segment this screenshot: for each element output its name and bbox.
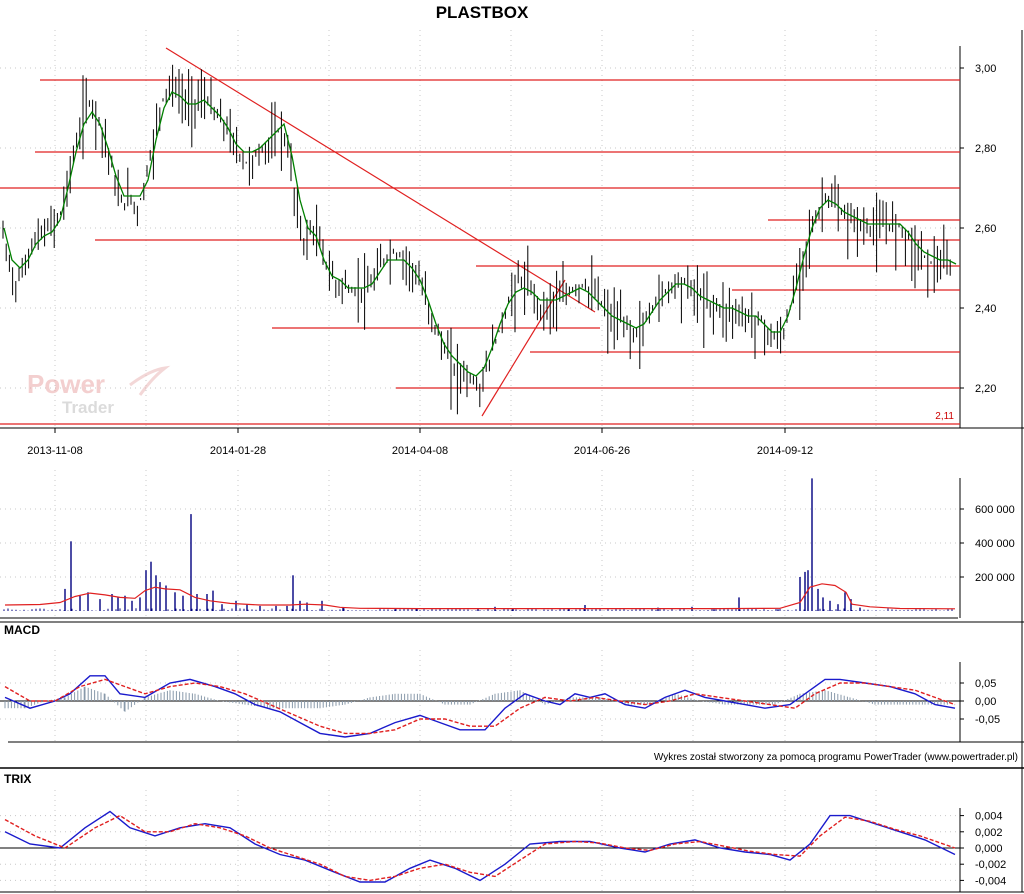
trix-panel-title: TRIX bbox=[4, 772, 31, 786]
credit-text: Wykres został stworzony za pomocą progra… bbox=[654, 752, 1018, 763]
trix-y-tick-label: -0,004 bbox=[975, 875, 1006, 887]
watermark-power: Power bbox=[27, 369, 105, 399]
x-tick-label: 2014-06-26 bbox=[574, 445, 630, 457]
price-y-tick-label: 2,80 bbox=[975, 143, 996, 155]
watermark-swoosh-icon bbox=[129, 365, 171, 396]
volume-y-tick-label: 600 000 bbox=[975, 504, 1015, 516]
macd-y-tick-label: -0,05 bbox=[975, 714, 1000, 726]
x-tick-label: 2014-09-12 bbox=[757, 445, 813, 457]
price-low-label: 2,11 bbox=[935, 411, 954, 422]
trend-line bbox=[481, 279, 566, 417]
macd-y-tick-label: 0,00 bbox=[975, 696, 996, 708]
trix-y-tick-label: -0,002 bbox=[975, 859, 1006, 871]
volume-y-tick-label: 400 000 bbox=[975, 538, 1015, 550]
macd-panel-title: MACD bbox=[4, 623, 40, 637]
price-y-tick-label: 2,40 bbox=[975, 303, 996, 315]
trix-line bbox=[4, 810, 956, 883]
price-y-tick-label: 3,00 bbox=[975, 63, 996, 75]
chart-title: PLASTBOX bbox=[436, 3, 529, 22]
trix-panel: 0,004 0,002 0,000 -0,002 -0,004 bbox=[0, 808, 1006, 892]
x-tick-label: 2013-11-08 bbox=[27, 445, 82, 457]
powertrader-watermark-logo: Power Trader bbox=[27, 365, 171, 417]
macd-signal-line bbox=[4, 678, 956, 735]
trix-y-tick-label: 0,004 bbox=[975, 811, 1003, 823]
macd-line bbox=[4, 675, 956, 738]
macd-y-tick-label: 0,05 bbox=[975, 678, 996, 690]
trix-signal-line bbox=[4, 814, 956, 882]
x-tick-label: 2014-04-08 bbox=[392, 445, 448, 457]
trix-y-tick-label: 0,000 bbox=[975, 843, 1003, 855]
price-panel: 3,00 2,80 2,60 2,40 2,20 2013-11-08 2014-01-28… bbox=[0, 46, 996, 457]
watermark-trader: Trader bbox=[62, 398, 114, 417]
macd-panel: 0,05 0,00 -0,05 bbox=[0, 662, 1000, 742]
x-tick-label: 2014-01-28 bbox=[210, 445, 266, 457]
moving-average-line bbox=[3, 91, 957, 377]
price-y-tick-label: 2,20 bbox=[975, 383, 996, 395]
volume-y-tick-label: 200 000 bbox=[975, 572, 1015, 584]
volume-average-line bbox=[4, 583, 956, 610]
volume-panel: 600 000 400 000 200 000 bbox=[3, 478, 1015, 618]
trix-y-tick-label: 0,002 bbox=[975, 827, 1003, 839]
price-y-tick-label: 2,60 bbox=[975, 223, 996, 235]
trend-line bbox=[165, 47, 596, 313]
